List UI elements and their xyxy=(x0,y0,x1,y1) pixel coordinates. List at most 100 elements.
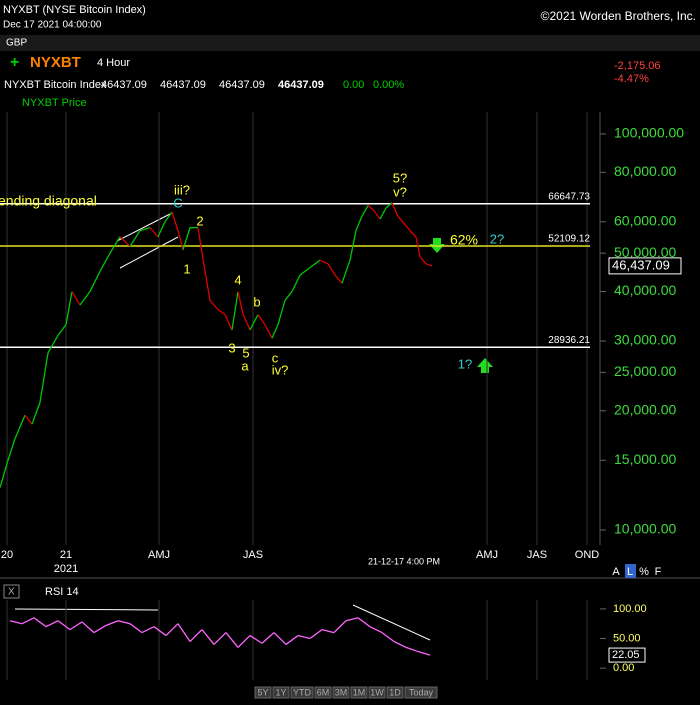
range-button[interactable] xyxy=(404,686,438,699)
price-segment xyxy=(333,620,347,634)
price-segment xyxy=(291,274,301,292)
currency[interactable]: GBP xyxy=(6,38,27,49)
range-button-label[interactable]: 1W xyxy=(370,687,384,697)
price-segment xyxy=(0,460,9,488)
scale-mode[interactable]: F xyxy=(655,566,662,578)
x-tick-label: JAS xyxy=(527,549,547,561)
price-segment xyxy=(129,230,141,247)
change-pct: -4.47% xyxy=(614,73,649,85)
price-segment xyxy=(171,211,179,231)
price-segment xyxy=(71,291,81,306)
price-segment xyxy=(14,414,26,439)
symbol[interactable]: NYXBT xyxy=(30,54,81,71)
scale-mode[interactable]: L xyxy=(627,566,633,578)
price-segment xyxy=(204,271,211,301)
price-segment xyxy=(47,335,59,354)
price-segment xyxy=(141,626,155,634)
annotation: 2 xyxy=(196,213,203,228)
price-segment xyxy=(321,628,335,634)
price-segment xyxy=(345,617,359,622)
y-tick-label: 20,000.00 xyxy=(614,401,676,417)
range-button[interactable] xyxy=(272,686,290,699)
price-segment xyxy=(153,626,167,637)
range-button[interactable] xyxy=(386,686,404,699)
annotation: 1? xyxy=(458,356,472,371)
range-button-label[interactable]: 1M xyxy=(353,687,366,697)
mode-highlight[interactable] xyxy=(625,564,636,578)
annotation: iii? xyxy=(174,182,190,197)
price-segment xyxy=(297,634,311,640)
quote-open: 46437.09 xyxy=(101,79,147,91)
price-segment xyxy=(309,259,321,269)
price-segment xyxy=(45,620,59,628)
price-segment xyxy=(99,252,111,272)
range-button-label[interactable]: Today xyxy=(409,687,434,697)
range-button-label[interactable]: 3M xyxy=(335,687,348,697)
price-box xyxy=(608,257,682,275)
quote-high: 46437.09 xyxy=(160,79,206,91)
price-segment xyxy=(117,620,131,625)
annotation: a xyxy=(241,358,249,373)
range-button-label[interactable]: YTD xyxy=(293,687,312,697)
price-segment xyxy=(249,635,263,644)
range-button[interactable] xyxy=(290,686,314,699)
range-button-label[interactable]: 1Y xyxy=(275,687,286,697)
price-segment xyxy=(109,236,121,254)
x-tick-label: 20 xyxy=(1,549,13,561)
price-segment xyxy=(381,632,395,643)
price-segment xyxy=(415,236,421,257)
price-segment xyxy=(65,291,73,325)
price-segment xyxy=(285,635,299,645)
range-button[interactable] xyxy=(314,686,332,699)
scale-mode[interactable]: A xyxy=(612,566,620,578)
close-button[interactable] xyxy=(3,584,20,599)
price-segment xyxy=(225,632,239,648)
price-segment xyxy=(425,263,433,267)
price-segment xyxy=(361,205,369,217)
annotation: 2? xyxy=(490,231,504,246)
price-segment xyxy=(261,632,275,644)
price-segment xyxy=(341,259,351,284)
price-segment xyxy=(264,324,273,339)
price-segment xyxy=(224,314,233,331)
range-button[interactable] xyxy=(350,686,368,699)
range-button[interactable] xyxy=(254,686,272,699)
y-tick-label: 15,000.00 xyxy=(614,451,676,467)
x-tick-label: JAS xyxy=(243,549,263,561)
y-tick-label: 50,000.00 xyxy=(614,244,676,260)
price-segment xyxy=(21,617,35,625)
annotation: 4 xyxy=(234,272,241,287)
price-segment xyxy=(397,215,406,226)
quote-low: 46437.09 xyxy=(219,79,265,91)
price-segment xyxy=(33,617,47,628)
price-segment xyxy=(367,204,375,212)
x-tick-label: AMJ xyxy=(148,549,170,561)
price-segment xyxy=(273,632,287,645)
price-segment xyxy=(209,299,219,311)
price-segment xyxy=(182,227,191,250)
price-segment xyxy=(271,324,279,339)
price-segment xyxy=(197,227,206,272)
close-icon[interactable]: X xyxy=(8,587,15,598)
add-icon[interactable]: + xyxy=(10,54,19,71)
annotation: C xyxy=(173,195,182,210)
toolbar xyxy=(0,35,700,51)
price-segment xyxy=(417,650,431,656)
range-button[interactable] xyxy=(368,686,386,699)
price-segment xyxy=(81,621,95,634)
title: NYXBT (NYSE Bitcoin Index) xyxy=(3,4,146,16)
price-segment xyxy=(189,629,203,642)
price-segment xyxy=(405,646,419,653)
y-tick-label: 100.00 xyxy=(613,603,647,615)
range-button-label[interactable]: 5Y xyxy=(257,687,268,697)
range-button-label[interactable]: 1D xyxy=(389,687,401,697)
plot-name: NYXBT Price xyxy=(22,97,87,109)
trendline xyxy=(116,213,171,242)
annotation: iv? xyxy=(272,362,289,377)
interval[interactable]: 4 Hour xyxy=(97,57,130,69)
range-button[interactable] xyxy=(332,686,350,699)
scale-mode[interactable]: % xyxy=(639,566,649,578)
range-button-label[interactable]: 6M xyxy=(317,687,330,697)
price-segment xyxy=(157,221,166,238)
price-segment xyxy=(327,263,336,276)
